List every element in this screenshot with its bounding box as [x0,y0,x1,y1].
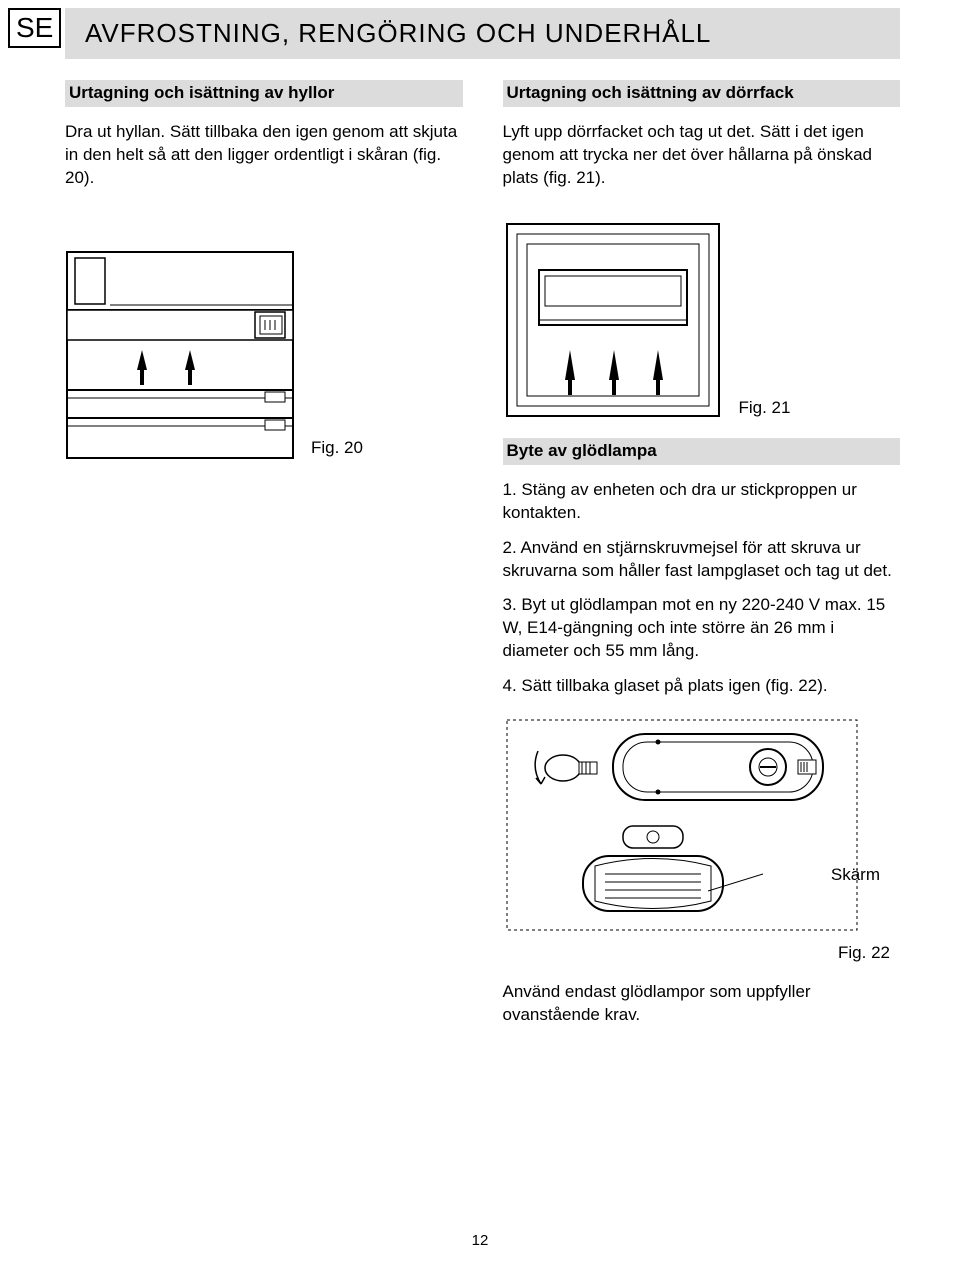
content-columns: Urtagning och isättning av hyllor Dra ut… [65,80,900,1039]
page-number: 12 [472,1232,489,1249]
right-list-item-1: 1. Stäng av enheten och dra ur stick­pro… [503,479,901,525]
right-column: Urtagning och isättning av dörrfack Lyft… [503,80,901,1039]
page-title: AVFROSTNING, RENGÖRING OCH UNDERHÅLL [65,8,900,59]
right-list-item-4: 4. Sätt tillbaka glaset på plats igen (f… [503,675,901,698]
fig20-illustration [65,250,295,460]
fig22-label: Fig. 22 [503,942,901,965]
left-paragraph: Dra ut hyllan. Sätt tillbaka den igen ge… [65,121,463,190]
right-footnote: Använd endast glödlampor som uppfyl­ler … [503,981,901,1027]
language-code-box: SE [8,8,61,48]
fig20-row: Fig. 20 [65,250,463,460]
right-heading-1: Urtagning och isättning av dörrfack [503,80,901,107]
right-heading-2: Byte av glödlampa [503,438,901,465]
right-paragraph-1: Lyft upp dörrfacket och tag ut det. Sätt… [503,121,901,190]
fig22-illustration [503,716,863,936]
fig21-row: Fig. 21 [503,220,901,420]
right-list-item-3: 3. Byt ut glödlampan mot en ny 220-240 V… [503,594,901,663]
fig21-illustration [503,220,723,420]
fig21-label: Fig. 21 [739,397,791,420]
skarm-label: Skärm [831,864,880,887]
right-list-item-2: 2. Använd en stjärnskruvmejsel för att s… [503,537,901,583]
fig20-label: Fig. 20 [311,437,363,460]
left-heading: Urtagning och isättning av hyllor [65,80,463,107]
left-column: Urtagning och isättning av hyllor Dra ut… [65,80,463,1039]
fig22-block: Skärm Fig. 22 [503,716,901,965]
